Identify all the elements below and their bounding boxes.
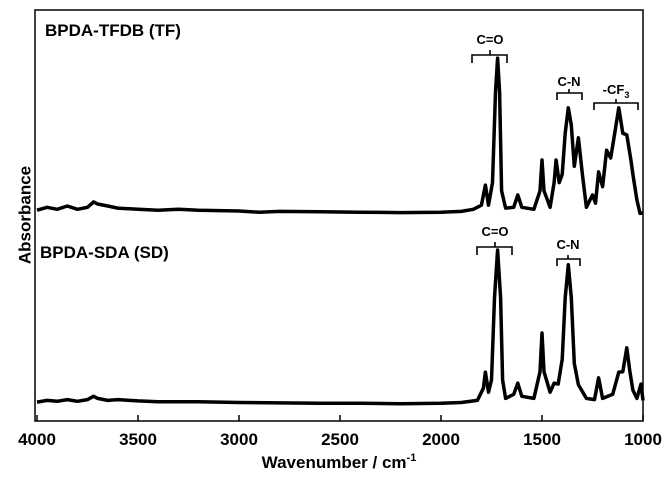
annotation-subscript: 3 [624,90,629,100]
annotation: -CF3 [603,82,630,100]
spectrum-line [36,248,645,406]
x-axis-label: Wavenumber / cm-1 [262,452,417,472]
bracket [593,99,639,110]
x-tick-label: 3000 [220,430,258,449]
x-tick-label: 2000 [422,430,460,449]
x-tick-label: 1500 [523,430,561,449]
annotation: C-N [556,237,579,252]
annotation: C=O [481,224,508,239]
x-axis-label-superscript: -1 [407,452,417,464]
x-tick-label: 4000 [18,430,56,449]
annotation: C-N [557,74,580,89]
bracket [556,255,581,266]
x-axis-label-text: Wavenumber / cm [262,453,407,472]
bracket [476,242,513,255]
x-tick-label: 2500 [321,430,359,449]
series-label: BPDA-SDA (SD) [40,243,169,262]
annotation-text: -CF [603,82,625,97]
x-tick-label: 1000 [624,430,662,449]
bracket [471,50,508,63]
plot-frame [34,9,644,422]
y-axis-label: Absorbance [15,166,34,264]
annotation: C=O [476,32,503,47]
spectrum-line [36,56,644,216]
x-tick-label: 3500 [119,430,157,449]
bracket [556,89,583,100]
series-label: BPDA-TFDB (TF) [45,21,181,40]
